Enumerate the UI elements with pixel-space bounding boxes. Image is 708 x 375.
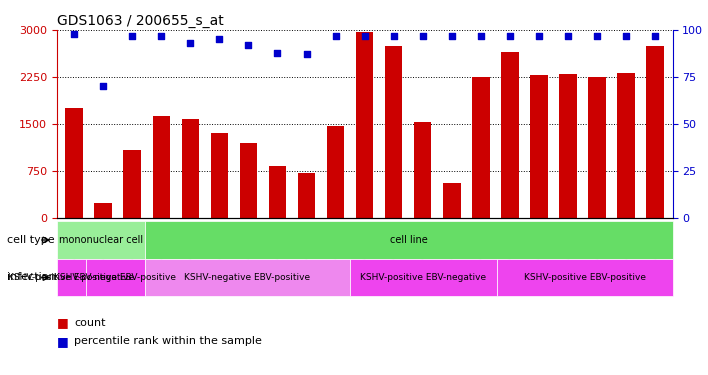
Text: KSHV-positive EBV-positive: KSHV-positive EBV-positive xyxy=(55,273,176,282)
Bar xyxy=(152,116,170,218)
Text: cell type: cell type xyxy=(7,235,55,245)
Bar xyxy=(94,203,112,217)
Point xyxy=(475,33,486,39)
Point xyxy=(562,33,573,39)
Bar xyxy=(646,46,664,218)
Bar xyxy=(65,108,83,218)
Text: KSHV-positive EBV-negative: KSHV-positive EBV-negative xyxy=(360,273,486,282)
Bar xyxy=(327,126,344,218)
Point xyxy=(127,33,138,39)
Text: cell line: cell line xyxy=(389,235,428,245)
Text: ■: ■ xyxy=(57,335,69,348)
Text: mononuclear cell: mononuclear cell xyxy=(59,235,143,245)
Point xyxy=(185,40,196,46)
Bar xyxy=(501,52,518,217)
Bar xyxy=(211,133,228,218)
Point xyxy=(243,42,254,48)
Point xyxy=(330,33,341,39)
Point xyxy=(446,33,457,39)
Point xyxy=(156,33,167,39)
Text: KSHV-positive EBV-negative: KSHV-positive EBV-negative xyxy=(8,273,135,282)
Bar xyxy=(298,172,315,217)
Bar xyxy=(123,150,141,217)
Text: percentile rank within the sample: percentile rank within the sample xyxy=(74,336,262,346)
Point xyxy=(620,33,632,39)
Text: KSHV-negative EBV-positive: KSHV-negative EBV-positive xyxy=(184,273,310,282)
Bar xyxy=(443,183,460,218)
Point xyxy=(591,33,603,39)
Bar xyxy=(356,32,373,217)
Point xyxy=(533,33,544,39)
Point xyxy=(649,33,661,39)
Text: KSHV-positive EBV-positive: KSHV-positive EBV-positive xyxy=(524,273,646,282)
Bar xyxy=(414,122,431,218)
Bar xyxy=(385,46,402,218)
Bar xyxy=(240,142,257,218)
Point xyxy=(98,83,109,89)
Bar xyxy=(617,72,635,217)
Point xyxy=(214,36,225,42)
Bar xyxy=(530,75,548,217)
Point xyxy=(301,51,312,57)
Point xyxy=(504,33,515,39)
Text: ■: ■ xyxy=(57,316,69,329)
Bar xyxy=(181,119,199,218)
Bar xyxy=(559,74,577,217)
Bar xyxy=(269,166,286,218)
Point xyxy=(69,31,80,37)
Text: count: count xyxy=(74,318,105,327)
Point xyxy=(388,33,399,39)
Point xyxy=(272,50,283,55)
Point xyxy=(417,33,428,39)
Text: infection: infection xyxy=(7,273,56,282)
Bar xyxy=(472,77,489,218)
Text: GDS1063 / 200655_s_at: GDS1063 / 200655_s_at xyxy=(57,13,224,28)
Point xyxy=(359,33,370,39)
Bar xyxy=(588,77,606,218)
